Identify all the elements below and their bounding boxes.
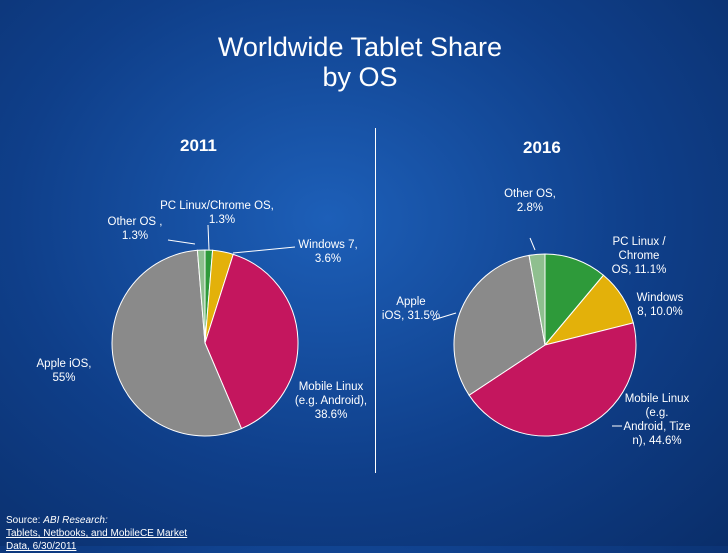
leader-2011-pclinux (207, 224, 210, 251)
label-2016-mobile: Mobile Linux (e.g. Android, Tize n), 44.… (623, 393, 691, 447)
divider-line (375, 128, 376, 473)
title-line-2: by OS (322, 62, 398, 92)
pie-2011-slice-apple-ios (111, 249, 243, 437)
title-line-1: Worldwide Tablet Share (217, 32, 503, 62)
pie-2011-title: 2011 (180, 136, 217, 155)
label-2016-ios: Apple iOS, 31.5% (381, 296, 441, 322)
label-2016-pclinux: PC Linux / Chrome OS, 11.1% (611, 236, 667, 276)
label-2011-other: Other OS , 1.3% (107, 216, 163, 242)
pie-2011-slice-other-os (196, 249, 206, 344)
pie-2016-slice-mobile-linux-e-g-android-tizen (468, 322, 637, 437)
leader-2011-windows (232, 246, 296, 254)
chart-title: Worldwide Tablet Share by OS (150, 32, 570, 92)
source-date: Data, 6/30/2011 (6, 541, 77, 552)
label-2011-windows: Windows 7, 3.6% (298, 239, 358, 265)
leader-2016-ios (432, 312, 457, 321)
leader-2016-other (529, 237, 536, 251)
source-publisher: ABI Research: (43, 515, 108, 526)
pie-2016-title: 2016 (523, 138, 561, 157)
label-2011-ios: Apple iOS, 55% (36, 358, 92, 384)
source-report-link[interactable]: Tablets, Netbooks, and MobileCE Market (6, 528, 188, 539)
pie-2016 (453, 253, 637, 437)
pie-2016-slice-apple-ios (453, 254, 546, 396)
pie-2011-slice-mobile-linux-e-g-android (204, 253, 299, 430)
pie-2011 (111, 249, 299, 437)
label-2011-pclinux: PC Linux/Chrome OS, 1.3% (160, 200, 274, 226)
label-2016-windows: Windows 8, 10.0% (636, 292, 684, 318)
leader-2011-other (167, 239, 196, 245)
label-2011-mobile: Mobile Linux (e.g. Android), 38.6% (294, 381, 368, 421)
label-2016-other: Other OS, 2.8% (504, 188, 556, 214)
source-note: Source: ABI Research: Tablets, Netbooks,… (6, 515, 188, 552)
pie-2016-slice-other-os (528, 253, 546, 346)
leader-lines (167, 224, 622, 427)
